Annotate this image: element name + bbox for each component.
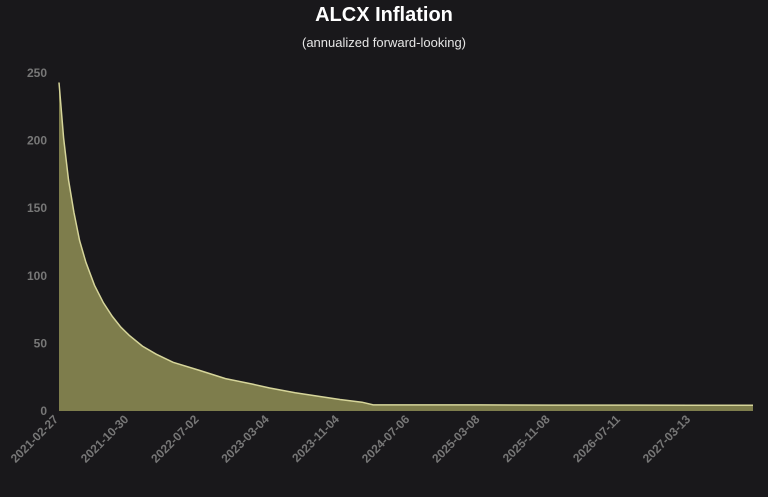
x-tick-label: 2025-11-08 xyxy=(500,412,553,465)
x-tick-label: 2024-07-06 xyxy=(359,412,413,466)
x-tick-label: 2027-03-13 xyxy=(640,412,694,466)
x-tick-label: 2021-10-30 xyxy=(78,412,132,466)
chart-subtitle: (annualized forward-looking) xyxy=(301,35,467,50)
y-tick-label: 250 xyxy=(27,66,47,80)
y-tick-label: 200 xyxy=(27,134,47,148)
x-tick-label: 2022-07-02 xyxy=(148,412,202,466)
x-tick-label: 2023-11-04 xyxy=(289,412,342,465)
y-tick-label: 0 xyxy=(40,404,47,418)
x-tick-label: 2021-02-27 xyxy=(8,412,62,466)
y-tick-label: 50 xyxy=(34,336,48,350)
inflation-area xyxy=(59,82,753,411)
x-tick-label: 2026-07-11 xyxy=(570,412,623,465)
chart-title: ALCX Inflation xyxy=(315,4,453,26)
y-tick-label: 150 xyxy=(27,201,47,215)
x-tick-label: 2025-03-08 xyxy=(429,412,483,466)
x-tick-label: 2023-03-04 xyxy=(219,412,273,466)
y-tick-label: 100 xyxy=(27,269,47,283)
inflation-line xyxy=(58,82,753,406)
